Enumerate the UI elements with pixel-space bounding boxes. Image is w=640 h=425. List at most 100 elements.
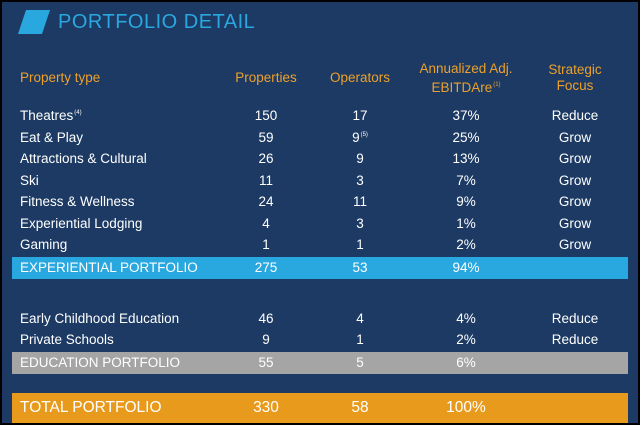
- cell-text: Gaming: [20, 237, 68, 253]
- footnote-ref: (5): [360, 131, 368, 138]
- cell-text: 3: [356, 172, 364, 188]
- cell-text: 37%: [452, 108, 480, 124]
- cell: 9%: [411, 191, 521, 213]
- cell-text: Fitness & Wellness: [20, 194, 135, 210]
- cell: 1: [315, 329, 405, 351]
- subtotal-cell: 5: [315, 352, 405, 374]
- column-header: Annualized Adj. EBITDAre(1): [418, 60, 514, 96]
- subtotal-cell-text: EDUCATION PORTFOLIO: [20, 355, 181, 370]
- subtotal-cell: 55: [221, 352, 311, 374]
- cell: 9(5): [315, 127, 405, 149]
- total-cell-text: TOTAL PORTFOLIO: [20, 398, 162, 416]
- cell: 26: [221, 148, 311, 170]
- subtotal-cell: 275: [221, 257, 311, 279]
- cell-text: Reduce: [551, 108, 599, 124]
- cell-text: Reduce: [551, 332, 599, 348]
- column-header-text: Strategic Focus: [548, 62, 602, 93]
- cell: 1%: [411, 213, 521, 235]
- cell: 3: [315, 213, 405, 235]
- column-header-text: Operators: [329, 70, 391, 85]
- cell-text: 1: [356, 237, 364, 253]
- total-cell-text: 58: [351, 398, 369, 416]
- cell: Attractions & Cultural: [20, 148, 240, 170]
- cell-text: Eat & Play: [20, 129, 84, 145]
- total-cell: TOTAL PORTFOLIO: [20, 393, 240, 423]
- subtotal-cell: 94%: [411, 257, 521, 279]
- cell: Ski: [20, 170, 240, 192]
- title: PORTFOLIO DETAIL: [58, 10, 256, 33]
- column-header: Strategic Focus: [540, 60, 610, 96]
- cell-text: Ski: [20, 172, 39, 188]
- cell: 4%: [411, 308, 521, 330]
- subtotal-cell-text: EXPERIENTIAL PORTFOLIO: [20, 260, 198, 275]
- total-cell: 330: [221, 393, 311, 423]
- subtotal-cell: EXPERIENTIAL PORTFOLIO: [20, 257, 240, 279]
- cell: 59: [221, 127, 311, 149]
- cell: Grow: [530, 127, 620, 149]
- cell: 11: [315, 191, 405, 213]
- cell: 4: [315, 308, 405, 330]
- cell-text: 9: [262, 332, 270, 348]
- column-header: Operators: [315, 60, 405, 96]
- cell-text: 150: [254, 108, 278, 124]
- cell-text: 17: [352, 108, 368, 124]
- cell-text: 4: [262, 215, 270, 231]
- subtotal-cell-text: 53: [352, 260, 368, 275]
- cell: Fitness & Wellness: [20, 191, 240, 213]
- subtotal-bar: [12, 256, 628, 279]
- subtotal-bar: [12, 351, 628, 374]
- total-bar: [12, 392, 628, 423]
- cell: 37%: [411, 105, 521, 127]
- cell-text: 3: [356, 215, 364, 231]
- cell-text: 1: [262, 237, 270, 253]
- subtotal-cell-text: 5: [356, 355, 364, 370]
- footnote-ref: (4): [74, 110, 82, 117]
- cell: 9: [315, 148, 405, 170]
- cell: 11: [221, 170, 311, 192]
- cell: Grow: [530, 234, 620, 256]
- title-icon: [18, 10, 50, 34]
- cell: 24: [221, 191, 311, 213]
- cell: Grow: [530, 148, 620, 170]
- cell: Theatres(4): [20, 105, 240, 127]
- cell: Grow: [530, 191, 620, 213]
- cell: 3: [315, 170, 405, 192]
- subtotal-cell-text: 94%: [452, 260, 480, 275]
- cell: Private Schools: [20, 329, 240, 351]
- cell-text: 26: [258, 151, 274, 167]
- footnote-ref: (1): [493, 81, 501, 88]
- cell-text: 9%: [456, 194, 476, 210]
- cell: Reduce: [530, 308, 620, 330]
- cell: 17: [315, 105, 405, 127]
- cell-text: 9(5): [352, 129, 368, 145]
- cell-text: Private Schools: [20, 332, 114, 348]
- subtotal-cell: 53: [315, 257, 405, 279]
- cell-text: 25%: [452, 129, 480, 145]
- cell-text: Reduce: [551, 310, 599, 326]
- cell-text: 2%: [456, 237, 476, 253]
- column-header-text: Annualized Adj. EBITDAre(1): [419, 60, 513, 95]
- cell-text: Early Childhood Education: [20, 310, 180, 326]
- cell-text: Grow: [558, 129, 592, 145]
- cell-text: 4%: [456, 310, 476, 326]
- cell: Eat & Play: [20, 127, 240, 149]
- cell-text: 9: [356, 151, 364, 167]
- cell-text: Grow: [558, 215, 592, 231]
- subtotal-cell-text: 275: [254, 260, 278, 275]
- cell: 13%: [411, 148, 521, 170]
- total-cell: 100%: [411, 393, 521, 423]
- cell: Early Childhood Education: [20, 308, 240, 330]
- cell: 1: [315, 234, 405, 256]
- total-cell-text: 100%: [446, 398, 486, 416]
- cell: 46: [221, 308, 311, 330]
- subtotal-cell-text: 6%: [456, 355, 476, 370]
- cell: 1: [221, 234, 311, 256]
- subtotal-cell: 6%: [411, 352, 521, 374]
- cell: Gaming: [20, 234, 240, 256]
- total-cell: 58: [315, 393, 405, 423]
- cell-text: Attractions & Cultural: [20, 151, 147, 167]
- column-header-text: Properties: [235, 70, 297, 85]
- cell-text: Grow: [558, 172, 592, 188]
- cell-text: 11: [352, 194, 367, 210]
